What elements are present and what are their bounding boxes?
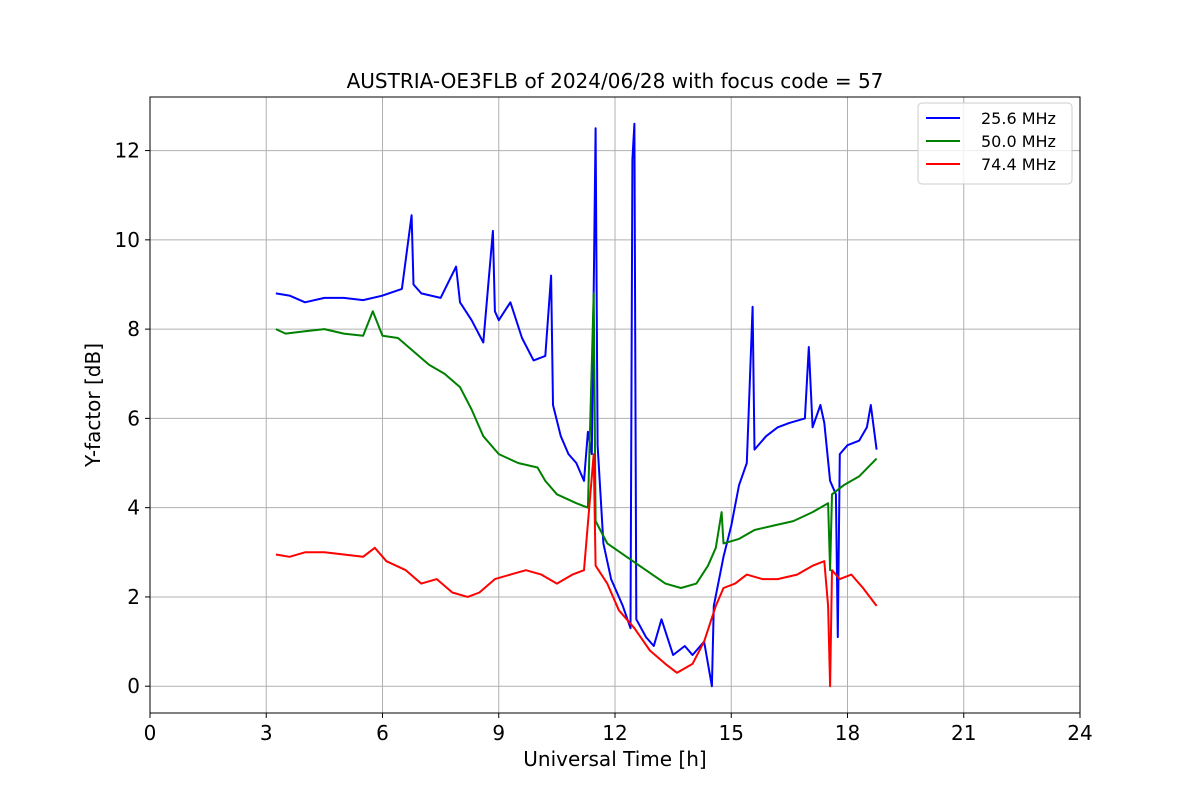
x-tick-label: 21	[951, 721, 976, 745]
y-tick-label: 10	[115, 228, 140, 252]
y-tick-label: 6	[127, 406, 140, 430]
y-tick-label: 8	[127, 317, 140, 341]
x-tick-label: 9	[492, 721, 505, 745]
y-axis: 0 2 4 6 8 10 12	[115, 139, 150, 698]
series-line	[275, 122, 878, 688]
legend: 25.6 MHz 50.0 MHz 74.4 MHz	[917, 102, 1073, 185]
x-tick-label: 18	[835, 721, 860, 745]
chart-title: AUSTRIA-OE3FLB of 2024/06/28 with focus …	[347, 69, 884, 93]
series-layer	[275, 122, 878, 688]
legend-label: 25.6 MHz	[981, 109, 1056, 128]
legend-label: 50.0 MHz	[981, 132, 1056, 151]
x-tick-label: 12	[602, 721, 627, 745]
y-axis-label: Y-factor [dB]	[81, 343, 105, 468]
legend-label: 74.4 MHz	[981, 155, 1056, 174]
x-tick-label: 15	[719, 721, 744, 745]
y-tick-label: 2	[127, 585, 140, 609]
y-tick-label: 0	[127, 674, 140, 698]
series-line	[275, 292, 878, 589]
y-tick-label: 4	[127, 496, 140, 520]
y-tick-label: 12	[115, 139, 140, 163]
x-tick-label: 24	[1067, 721, 1092, 745]
series-line	[275, 453, 878, 688]
x-tick-label: 0	[144, 721, 157, 745]
x-axis: 0 3 6 9 12 15 18 21 24	[144, 713, 1093, 745]
x-axis-label: Universal Time [h]	[523, 747, 706, 771]
x-tick-label: 6	[376, 721, 389, 745]
x-tick-label: 3	[260, 721, 273, 745]
